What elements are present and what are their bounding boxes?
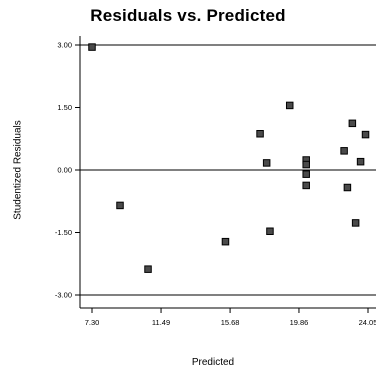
data-point — [221, 237, 230, 246]
x-tick-label: 11.49 — [152, 318, 170, 327]
y-tick-label: 3.00 — [57, 41, 72, 50]
y-tick-label: 1.50 — [57, 103, 72, 112]
y-tick-label: -1.50 — [55, 228, 72, 237]
data-point — [144, 265, 152, 273]
data-point — [356, 157, 365, 166]
data-point — [262, 159, 271, 167]
data-point — [340, 147, 348, 155]
chart-title: Residuals vs. Predicted — [90, 6, 286, 25]
data-point — [302, 181, 310, 190]
x-tick-label: 19.86 — [290, 318, 309, 327]
x-tick-label: 24.05 — [359, 318, 376, 327]
data-point — [343, 183, 352, 192]
data-point — [116, 201, 124, 210]
data-point — [302, 170, 310, 178]
y-tick-label: -3.00 — [55, 291, 72, 300]
y-tick-label: 0.00 — [57, 166, 72, 175]
x-axis-label: Predicted — [191, 357, 235, 368]
data-point — [266, 227, 274, 235]
data-point — [348, 119, 357, 128]
data-point — [361, 130, 370, 139]
data-point — [88, 43, 96, 51]
x-tick-label: 7.30 — [85, 318, 100, 327]
x-tick-label: 15.68 — [221, 318, 240, 327]
data-point — [302, 160, 310, 169]
data-point — [351, 219, 360, 227]
data-point — [256, 130, 264, 138]
data-point — [285, 101, 294, 110]
